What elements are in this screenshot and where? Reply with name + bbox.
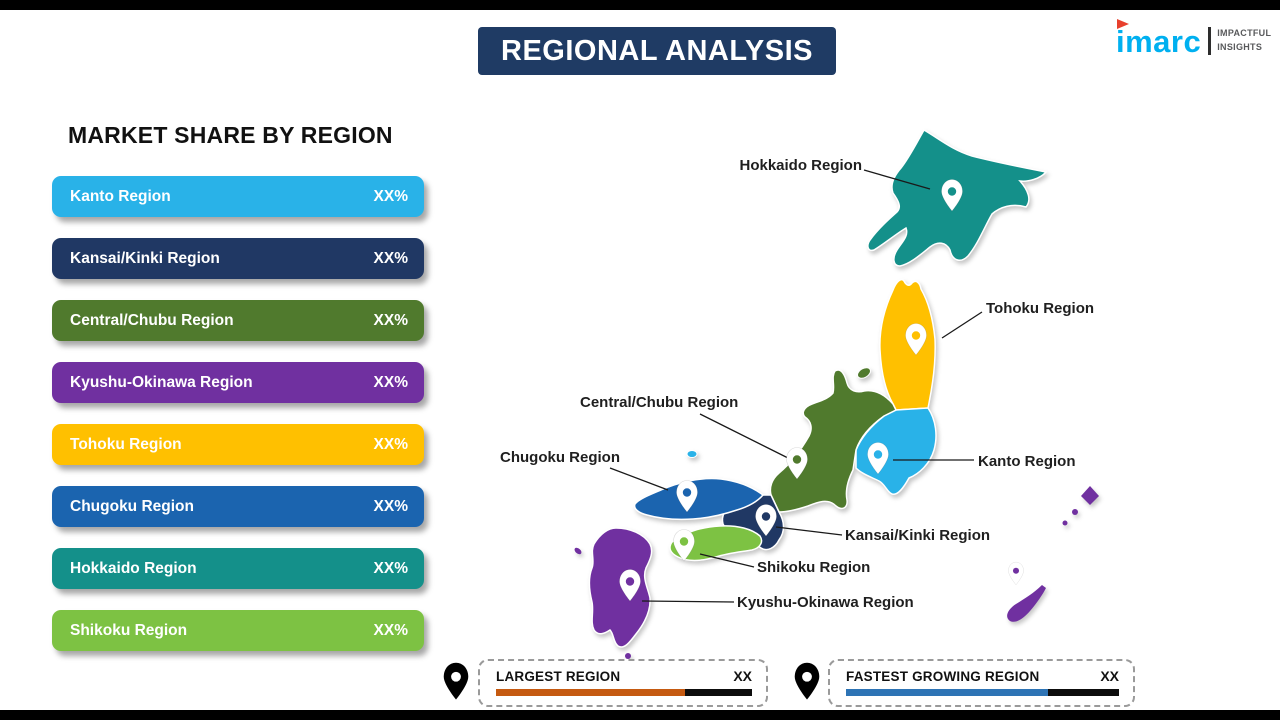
map-label-chugoku: Chugoku Region: [500, 449, 620, 466]
bar-label: Chugoku Region: [70, 497, 194, 515]
bar-shikoku: Shikoku Region XX%: [52, 610, 424, 651]
leader-line-kyushu: [641, 600, 735, 603]
fastest-growing-legend: FASTEST GROWING REGION XX: [828, 659, 1135, 707]
leader-line-kansai: [775, 526, 843, 536]
map-label-hokkaido: Hokkaido Region: [739, 157, 862, 174]
map-label-tohoku: Tohoku Region: [986, 300, 1095, 317]
top-black-bar: [0, 0, 1280, 10]
map-island-south1: [625, 653, 631, 659]
bar-value: XX%: [373, 187, 408, 205]
bar-tohoku: Tohoku Region XX%: [52, 424, 424, 465]
map-label-kyushu-okinawa: Kyushu-Okinawa Region: [737, 594, 914, 611]
bar-hokkaido: Hokkaido Region XX%: [52, 548, 424, 589]
bar-label: Shikoku Region: [70, 621, 188, 639]
largest-region-bar-rest: [685, 689, 752, 696]
bottom-black-bar: [0, 710, 1280, 720]
pin-icon-kanto: [867, 442, 889, 475]
pin-icon-kyushu: [619, 569, 641, 602]
imarc-logo: imarc IMPACTFUL INSIGHTS: [1116, 19, 1271, 59]
leader-line-chugoku: [609, 467, 669, 491]
map-island-oki: [686, 450, 698, 458]
imarc-wordmark: imarc: [1116, 19, 1202, 59]
pin-icon-chubu: [786, 447, 808, 480]
map-island-okinawa-3: [1062, 520, 1068, 526]
pin-icon-tohoku: [905, 323, 927, 356]
largest-region-pin-icon: [443, 662, 469, 700]
bar-value: XX%: [373, 435, 408, 453]
fastest-growing-label: FASTEST GROWING REGION: [846, 668, 1040, 684]
pin-icon-hokkaido: [941, 179, 963, 212]
logo-tagline-line1: IMPACTFUL: [1217, 28, 1272, 38]
bar-value: XX%: [373, 373, 408, 391]
bar-value: XX%: [373, 249, 408, 267]
map-island-tsushima: [574, 547, 582, 555]
logo-flag-icon: [1117, 19, 1129, 29]
largest-region-bar: [496, 689, 752, 696]
pin-icon-shikoku: [673, 529, 695, 562]
bar-label: Tohoku Region: [70, 435, 182, 453]
map-island-sado: [857, 367, 871, 379]
fastest-growing-bar-rest: [1048, 689, 1119, 696]
map-region-tohoku: [879, 278, 936, 411]
fastest-growing-pin-icon: [794, 662, 820, 700]
bar-value: XX%: [373, 559, 408, 577]
map-island-okinawa-main: [1007, 585, 1046, 622]
bar-label: Kansai/Kinki Region: [70, 249, 220, 267]
bar-kanto: Kanto Region XX%: [52, 176, 424, 217]
map-label-kanto: Kanto Region: [978, 453, 1076, 470]
largest-region-label: LARGEST REGION: [496, 668, 621, 684]
map-island-okinawa-2: [1072, 509, 1078, 515]
map-region-kyushu: [588, 527, 653, 648]
market-share-heading: MARKET SHARE BY REGION: [68, 122, 393, 148]
bar-label: Central/Chubu Region: [70, 311, 234, 329]
map-region-shikoku: [669, 525, 763, 562]
logo-brand-text: imarc: [1116, 24, 1202, 59]
map-island-okinawa-1: [1081, 486, 1099, 505]
pin-icon-okinawa: [1008, 561, 1024, 586]
market-share-bar-list: Kanto Region XX% Kansai/Kinki Region XX%…: [52, 176, 424, 672]
largest-region-value: XX: [733, 668, 752, 684]
bar-label: Kanto Region: [70, 187, 171, 205]
fastest-growing-value: XX: [1100, 668, 1119, 684]
largest-region-bar-main: [496, 689, 686, 696]
leader-line-shikoku: [699, 553, 755, 568]
map-region-chugoku: [633, 477, 765, 521]
bar-chugoku: Chugoku Region XX%: [52, 486, 424, 527]
map-label-kansai: Kansai/Kinki Region: [845, 527, 991, 544]
japan-map: [574, 128, 1099, 663]
fastest-growing-bar-main: [846, 689, 1049, 696]
page-title: REGIONAL ANALYSIS: [478, 27, 836, 75]
map-label-shikoku: Shikoku Region: [757, 559, 871, 576]
map-region-chubu: [769, 369, 898, 513]
leader-line-central-chubu: [699, 413, 789, 459]
leader-line-tohoku: [941, 311, 983, 339]
bar-value: XX%: [373, 497, 408, 515]
bar-value: XX%: [373, 311, 408, 329]
bar-kyushu-okinawa: Kyushu-Okinawa Region XX%: [52, 362, 424, 403]
bar-label: Kyushu-Okinawa Region: [70, 373, 253, 391]
bar-value: XX%: [373, 621, 408, 639]
fastest-growing-bar: [846, 689, 1119, 696]
pin-icon-chugoku: [676, 480, 698, 513]
logo-tagline-line2: INSIGHTS: [1217, 41, 1263, 52]
largest-region-legend: LARGEST REGION XX: [478, 659, 768, 707]
logo-divider: [1208, 27, 1212, 55]
map-label-central-chubu: Central/Chubu Region: [580, 394, 739, 411]
bar-kansai: Kansai/Kinki Region XX%: [52, 238, 424, 279]
pin-icon-kansai: [755, 504, 777, 537]
bar-label: Hokkaido Region: [70, 559, 197, 577]
logo-tagline: IMPACTFUL INSIGHTS: [1217, 27, 1271, 54]
leader-line-hokkaido: [863, 169, 931, 190]
bar-central-chubu: Central/Chubu Region XX%: [52, 300, 424, 341]
